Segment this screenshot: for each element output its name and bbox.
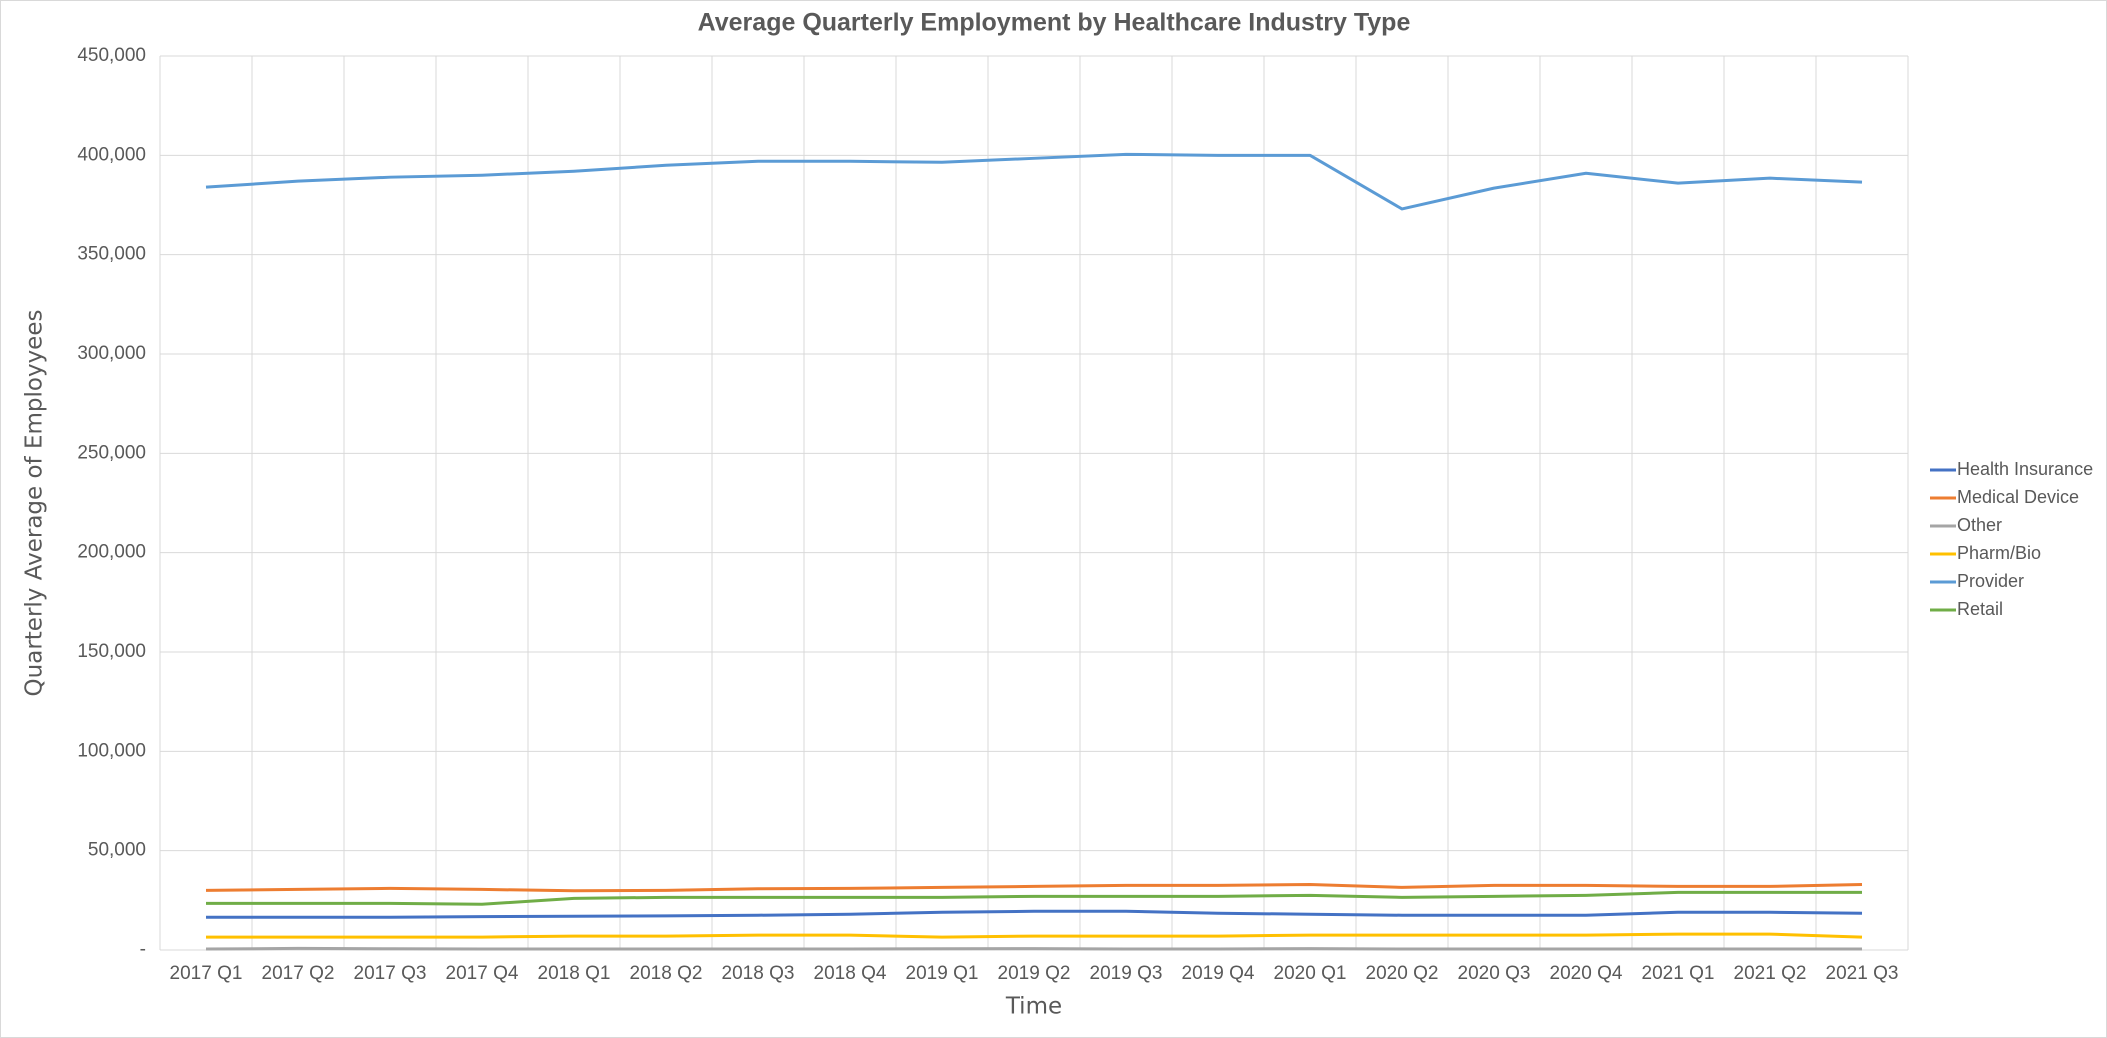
x-tick-label: 2020 Q1 <box>1274 963 1347 984</box>
legend-label: Retail <box>1957 599 2003 619</box>
y-tick-label: - <box>140 939 146 960</box>
x-tick-label: 2020 Q3 <box>1458 963 1531 984</box>
x-tick-label: 2020 Q2 <box>1366 963 1439 984</box>
x-tick-label: 2019 Q4 <box>1182 963 1255 984</box>
legend-label: Health Insurance <box>1957 459 2093 479</box>
legend-label: Pharm/Bio <box>1957 543 2041 563</box>
legend-label: Medical Device <box>1957 487 2079 507</box>
x-tick-label: 2018 Q3 <box>722 963 795 984</box>
x-tick-label: 2018 Q2 <box>630 963 703 984</box>
y-tick-label: 350,000 <box>77 244 146 265</box>
series-line <box>206 909 1863 919</box>
x-tick-label: 2018 Q1 <box>538 963 611 984</box>
legend-label: Other <box>1957 515 2002 535</box>
chart-title: Average Quarterly Employment by Healthca… <box>698 9 1411 37</box>
series-line <box>206 932 1863 939</box>
x-axis-title: Time <box>1005 994 1062 1020</box>
x-tick-label: 2021 Q3 <box>1826 963 1899 984</box>
y-tick-label: 300,000 <box>77 343 146 364</box>
y-tick-label: 150,000 <box>77 641 146 662</box>
x-tick-label: 2021 Q1 <box>1642 963 1715 984</box>
x-tick-label: 2019 Q3 <box>1090 963 1163 984</box>
x-tick-label: 2020 Q4 <box>1550 963 1623 984</box>
y-tick-label: 250,000 <box>77 442 146 463</box>
y-tick-label: 100,000 <box>77 740 146 761</box>
x-tick-label: 2017 Q2 <box>262 963 335 984</box>
legend-label: Provider <box>1957 571 2024 591</box>
y-tick-label: 200,000 <box>77 542 146 563</box>
y-tick-label: 400,000 <box>77 144 146 165</box>
series-line <box>205 152 1863 211</box>
series-line <box>206 890 1862 906</box>
y-axis-title: Quarterly Average of Employyees <box>22 310 48 697</box>
series-line <box>205 946 1862 951</box>
x-tick-label: 2019 Q2 <box>998 963 1071 984</box>
y-tick-label: 450,000 <box>77 45 146 66</box>
x-tick-label: 2017 Q4 <box>446 963 519 984</box>
series-line <box>205 882 1863 893</box>
x-tick-label: 2017 Q3 <box>354 963 427 984</box>
y-tick-label: 50,000 <box>88 840 146 861</box>
x-tick-label: 2021 Q2 <box>1734 963 1807 984</box>
x-tick-label: 2018 Q4 <box>814 963 887 984</box>
x-tick-label: 2017 Q1 <box>170 963 243 984</box>
x-tick-label: 2019 Q1 <box>906 963 979 984</box>
